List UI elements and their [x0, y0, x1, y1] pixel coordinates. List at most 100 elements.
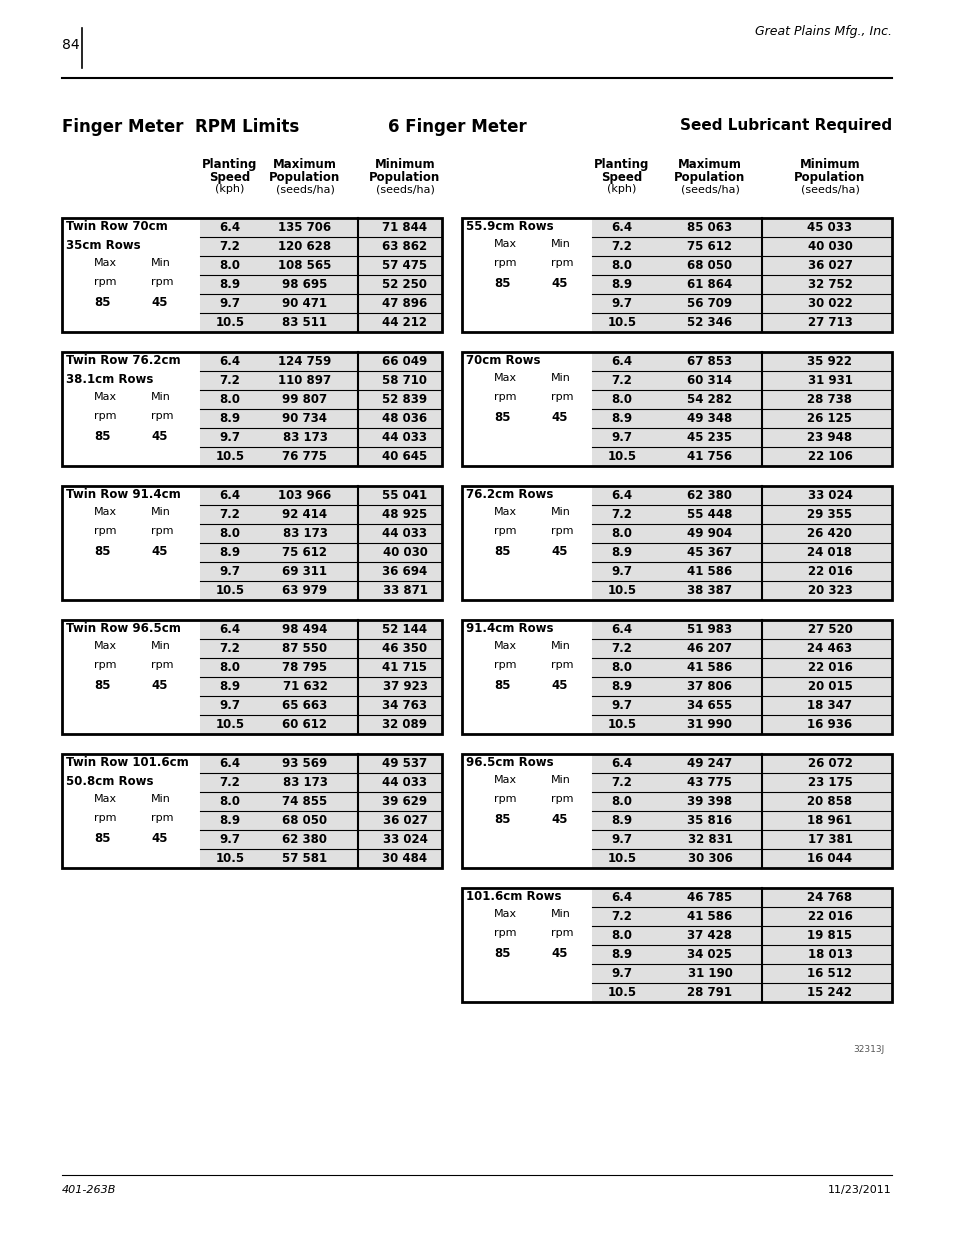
Text: 68 050: 68 050 — [687, 259, 732, 273]
Text: 6 Finger Meter: 6 Finger Meter — [388, 119, 526, 136]
Text: 45: 45 — [551, 947, 567, 960]
Text: 45: 45 — [151, 296, 168, 309]
Text: 85: 85 — [494, 277, 510, 290]
Text: 10.5: 10.5 — [607, 852, 636, 866]
Text: 45: 45 — [551, 545, 567, 558]
Text: Great Plains Mfg., Inc.: Great Plains Mfg., Inc. — [754, 25, 891, 38]
Text: rpm: rpm — [494, 927, 516, 939]
Text: rpm: rpm — [494, 794, 516, 804]
Text: 8.0: 8.0 — [611, 259, 632, 273]
Text: 57 475: 57 475 — [382, 259, 427, 273]
Text: 34 763: 34 763 — [382, 699, 427, 713]
Text: 9.7: 9.7 — [219, 298, 240, 310]
Text: 10.5: 10.5 — [607, 987, 636, 999]
Text: 98 695: 98 695 — [282, 278, 327, 291]
Text: 135 706: 135 706 — [278, 221, 332, 235]
Text: 8.0: 8.0 — [611, 662, 632, 674]
Text: 52 144: 52 144 — [382, 624, 427, 636]
Text: 20 015: 20 015 — [807, 680, 852, 693]
Text: 9.7: 9.7 — [219, 834, 240, 846]
Text: rpm: rpm — [151, 659, 173, 671]
Text: 26 420: 26 420 — [806, 527, 852, 541]
Text: 65 663: 65 663 — [282, 699, 327, 713]
Text: 7.2: 7.2 — [611, 777, 632, 789]
Text: 7.2: 7.2 — [219, 509, 240, 521]
Text: 8.9: 8.9 — [219, 278, 240, 291]
Text: 41 586: 41 586 — [687, 566, 732, 578]
Bar — [592, 487, 891, 600]
Bar — [461, 888, 891, 1002]
Text: 8.0: 8.0 — [611, 527, 632, 541]
Bar — [592, 755, 891, 868]
Text: 31 990: 31 990 — [687, 719, 732, 731]
Text: 85: 85 — [94, 679, 111, 692]
Text: rpm: rpm — [551, 659, 573, 671]
Text: 71 844: 71 844 — [382, 221, 427, 235]
Text: rpm: rpm — [494, 526, 516, 536]
Text: 16 936: 16 936 — [806, 719, 852, 731]
Text: Max: Max — [494, 641, 517, 651]
Text: Twin Row 70cm: Twin Row 70cm — [66, 220, 168, 233]
Text: 98 494: 98 494 — [282, 624, 327, 636]
Text: Min: Min — [551, 641, 570, 651]
Text: 24 768: 24 768 — [806, 892, 852, 904]
Text: Max: Max — [94, 258, 117, 268]
Text: 33 024: 33 024 — [807, 489, 852, 503]
Text: 85: 85 — [94, 545, 111, 558]
Text: 32 089: 32 089 — [382, 719, 427, 731]
Text: 6.4: 6.4 — [219, 757, 240, 771]
Text: 76 775: 76 775 — [282, 451, 327, 463]
Text: 27 520: 27 520 — [807, 624, 852, 636]
Text: rpm: rpm — [94, 659, 116, 671]
Text: (seeds/ha): (seeds/ha) — [679, 184, 739, 194]
Bar — [62, 352, 441, 466]
Text: Speed: Speed — [209, 170, 251, 184]
Text: 46 350: 46 350 — [382, 642, 427, 656]
Text: Twin Row 101.6cm: Twin Row 101.6cm — [66, 756, 189, 769]
Text: 27 713: 27 713 — [807, 316, 851, 330]
Text: 75 612: 75 612 — [282, 546, 327, 559]
Text: 31 931: 31 931 — [807, 374, 852, 388]
Text: 43 775: 43 775 — [687, 777, 732, 789]
Text: Max: Max — [494, 909, 517, 919]
Text: 23 175: 23 175 — [807, 777, 852, 789]
Text: Minimum: Minimum — [375, 158, 435, 170]
Text: 33 024: 33 024 — [382, 834, 427, 846]
Text: 23 948: 23 948 — [806, 431, 852, 445]
Text: rpm: rpm — [94, 526, 116, 536]
Text: 76.2cm Rows: 76.2cm Rows — [465, 488, 553, 501]
Bar — [592, 219, 891, 332]
Text: 48 036: 48 036 — [382, 412, 427, 425]
Text: 24 018: 24 018 — [806, 546, 852, 559]
Text: 8.9: 8.9 — [611, 546, 632, 559]
Text: 8.9: 8.9 — [611, 278, 632, 291]
Text: Twin Row 76.2cm: Twin Row 76.2cm — [66, 354, 180, 367]
Text: 66 049: 66 049 — [382, 356, 427, 368]
Text: 45: 45 — [151, 832, 168, 845]
Text: 22 016: 22 016 — [807, 662, 852, 674]
Text: Max: Max — [494, 240, 517, 249]
Text: (seeds/ha): (seeds/ha) — [800, 184, 859, 194]
Text: rpm: rpm — [551, 258, 573, 268]
Text: 10.5: 10.5 — [607, 584, 636, 598]
Text: 93 569: 93 569 — [282, 757, 327, 771]
Text: 35 816: 35 816 — [687, 814, 732, 827]
Text: 28 738: 28 738 — [806, 394, 852, 406]
Text: Max: Max — [94, 641, 117, 651]
Text: Min: Min — [551, 373, 570, 383]
Text: 10.5: 10.5 — [215, 852, 244, 866]
Text: 55.9cm Rows: 55.9cm Rows — [465, 220, 553, 233]
Bar — [592, 888, 891, 1002]
Text: rpm: rpm — [151, 277, 173, 287]
Text: 20 858: 20 858 — [806, 795, 852, 809]
Text: 11/23/2011: 11/23/2011 — [827, 1186, 891, 1195]
Bar — [62, 219, 441, 332]
Text: 6.4: 6.4 — [219, 221, 240, 235]
Text: 35cm Rows: 35cm Rows — [66, 240, 140, 252]
Text: Population: Population — [794, 170, 864, 184]
Text: 10.5: 10.5 — [607, 719, 636, 731]
Text: 10.5: 10.5 — [607, 451, 636, 463]
Text: 39 629: 39 629 — [382, 795, 427, 809]
Text: 70cm Rows: 70cm Rows — [465, 354, 540, 367]
Text: 45: 45 — [151, 545, 168, 558]
